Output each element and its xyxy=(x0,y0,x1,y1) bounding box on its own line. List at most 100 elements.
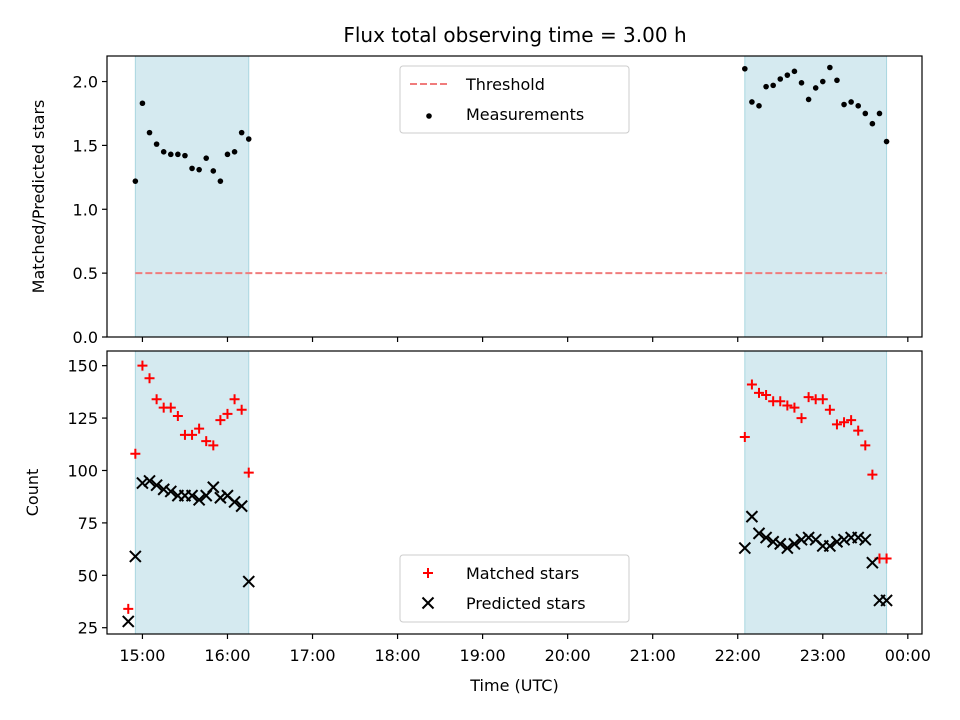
matched-star-point xyxy=(243,467,254,478)
predicted-star-point xyxy=(880,594,893,607)
y-tick-label: 1.5 xyxy=(73,136,98,155)
measurement-point xyxy=(139,100,146,107)
predicted-star-point xyxy=(759,531,773,544)
measurement-point xyxy=(805,96,812,103)
predicted-star-point xyxy=(837,533,851,546)
matched-star-point xyxy=(796,413,807,424)
matched-star-point xyxy=(236,404,247,415)
measurement-point xyxy=(153,141,160,147)
predicted-star-point xyxy=(802,531,815,544)
x-tick-label: 22:00 xyxy=(715,646,761,665)
measurement-point xyxy=(784,72,791,78)
observing-interval-1 xyxy=(134,55,250,338)
measurement-point xyxy=(862,110,869,117)
y-tick-label: 25 xyxy=(78,619,98,638)
legend-label: Predicted stars xyxy=(466,594,586,613)
legend-measurement-swatch xyxy=(426,113,432,119)
chart-title: Flux total observing time = 3.00 h xyxy=(343,23,686,47)
matched-star-point xyxy=(187,429,198,440)
matched-star-point xyxy=(215,415,226,426)
legend-label: Matched stars xyxy=(466,564,579,583)
series-measurements xyxy=(132,64,890,184)
measurement-point xyxy=(798,80,805,86)
y-tick-label: 2.0 xyxy=(73,73,98,92)
measurement-point xyxy=(834,77,840,84)
measurement-point xyxy=(827,64,833,71)
x-tick-label: 23:00 xyxy=(800,646,846,665)
matched-star-point xyxy=(775,396,786,407)
predicted-star-point xyxy=(830,535,844,548)
predicted-star-point xyxy=(122,615,135,628)
matched-star-point xyxy=(789,402,800,413)
measurement-point xyxy=(791,68,798,75)
measurement-point xyxy=(210,168,217,174)
measurement-point xyxy=(167,151,174,158)
y-axis-label: Matched/Predicted stars xyxy=(29,100,48,294)
axes-frame xyxy=(106,350,923,635)
measurement-point xyxy=(855,103,862,109)
matched-star-point xyxy=(817,394,828,405)
matched-star-point xyxy=(739,431,750,442)
matched-star-point xyxy=(846,415,857,426)
matched-star-point xyxy=(123,603,134,614)
measurement-point xyxy=(231,148,238,155)
matched-star-point xyxy=(831,419,842,430)
predicted-star-point xyxy=(752,527,766,540)
predicted-star-point xyxy=(150,478,163,492)
matched-star-point xyxy=(881,553,892,564)
series-predicted-stars xyxy=(122,474,893,628)
measurement-point xyxy=(742,65,748,72)
y-axis-label: Count xyxy=(23,469,42,517)
predicted-star-point xyxy=(766,535,780,548)
matched-star-point xyxy=(165,402,176,413)
x-tick-label: 21:00 xyxy=(630,646,676,665)
x-tick-label: 15:00 xyxy=(119,646,165,665)
predicted-star-point xyxy=(192,493,206,507)
matched-star-point xyxy=(754,387,764,398)
y-tick-label: 50 xyxy=(78,566,98,585)
x-tick-label: 17:00 xyxy=(289,646,335,665)
bottom-axes: 25 50 75 100 125 150 15:00 16:00 17:00 18:00 19:00… xyxy=(23,350,931,695)
legend: Threshold Measurements xyxy=(399,65,630,134)
predicted-star-point xyxy=(745,510,759,523)
predicted-star-point xyxy=(738,541,752,555)
y-tick-label: 125 xyxy=(67,409,98,428)
measurement-point xyxy=(876,110,883,117)
y-tick-label: 150 xyxy=(67,357,98,376)
measurement-point xyxy=(819,78,826,85)
series-matched-stars xyxy=(123,360,892,614)
x-tick-label: 19:00 xyxy=(460,646,506,665)
legend-box xyxy=(399,554,630,623)
predicted-star-point xyxy=(185,489,199,502)
observing-interval-2 xyxy=(744,55,888,338)
predicted-star-point xyxy=(228,495,241,509)
matched-star-point xyxy=(824,404,835,415)
legend-label: Measurements xyxy=(466,105,584,124)
matched-star-point xyxy=(746,379,757,390)
predicted-star-point xyxy=(136,476,149,490)
matched-star-point xyxy=(860,440,871,451)
legend-label: Threshold xyxy=(465,75,545,94)
measurement-point xyxy=(749,99,755,105)
matched-star-point xyxy=(803,392,814,403)
predicted-star-point xyxy=(214,491,227,504)
measurement-point xyxy=(238,129,245,136)
matched-star-point xyxy=(229,394,240,405)
x-tick-label: 18:00 xyxy=(375,646,421,665)
matched-star-point xyxy=(208,440,219,451)
measurement-point xyxy=(146,129,153,136)
measurement-point xyxy=(160,148,167,155)
measurement-point xyxy=(182,152,188,159)
predicted-star-point xyxy=(866,556,879,569)
x-tick-label: 20:00 xyxy=(545,646,591,665)
measurement-point xyxy=(189,165,195,172)
measurement-point xyxy=(132,178,139,184)
measurement-point xyxy=(196,166,202,173)
predicted-star-point xyxy=(781,541,794,555)
measurement-point xyxy=(245,136,252,142)
matched-star-point xyxy=(151,394,162,405)
predicted-star-point xyxy=(852,531,865,544)
matched-star-point xyxy=(137,360,148,371)
matched-star-point xyxy=(222,408,233,419)
